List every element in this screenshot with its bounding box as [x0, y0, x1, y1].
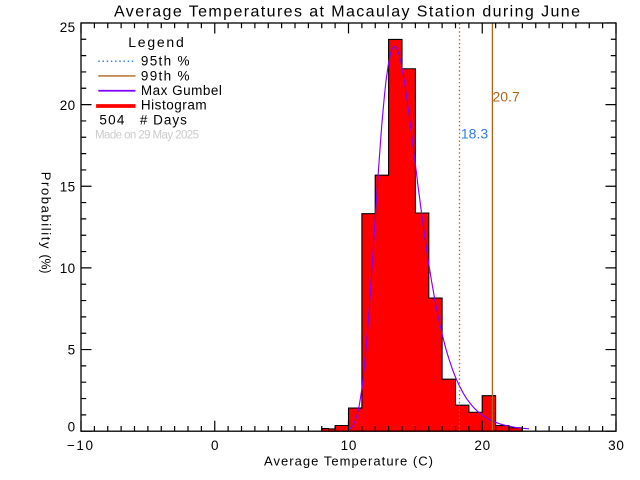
svg-text:20: 20: [60, 98, 75, 113]
svg-text:25: 25: [60, 20, 75, 35]
svg-text:20: 20: [474, 438, 490, 453]
svg-text:Average Temperatures at Macaul: Average Temperatures at Macaulay Station…: [114, 4, 580, 21]
svg-text:0: 0: [211, 438, 219, 453]
svg-text:18.3: 18.3: [461, 125, 488, 141]
svg-text:(%): (%): [39, 255, 54, 274]
svg-text:20.7: 20.7: [493, 88, 520, 104]
svg-text:15: 15: [60, 180, 75, 195]
svg-text:Histogram: Histogram: [141, 98, 207, 113]
svg-text:504: 504: [99, 113, 124, 128]
svg-text:5: 5: [68, 343, 76, 358]
svg-text:10: 10: [341, 438, 357, 453]
svg-text:10: 10: [60, 261, 75, 276]
svg-text:# Days: # Days: [140, 113, 187, 128]
svg-text:30: 30: [608, 438, 624, 453]
svg-text:Probability: Probability: [39, 172, 54, 249]
svg-text:95th %: 95th %: [141, 54, 190, 69]
svg-text:99th %: 99th %: [141, 69, 190, 84]
svg-text:Average Temperature (C): Average Temperature (C): [264, 453, 433, 468]
svg-text:Made on 29 May 2025: Made on 29 May 2025: [95, 130, 199, 142]
svg-text:Legend: Legend: [128, 34, 184, 50]
svg-text:−10: −10: [67, 438, 93, 453]
svg-text:0: 0: [68, 420, 76, 435]
svg-text:Max Gumbel: Max Gumbel: [141, 83, 222, 98]
